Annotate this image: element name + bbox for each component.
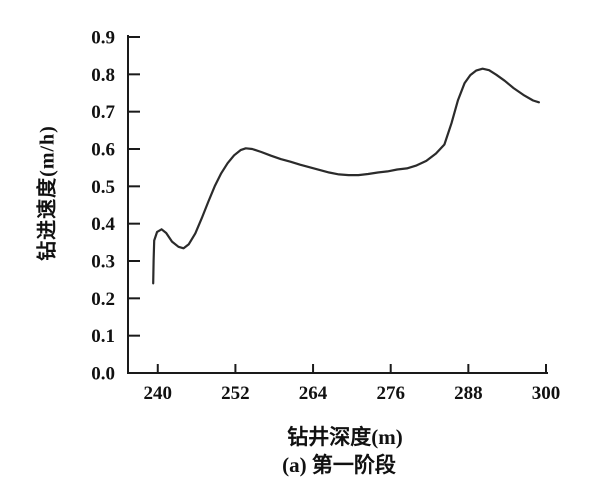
series-line: [152, 67, 541, 285]
y-tick-label: 0.3: [91, 252, 115, 273]
y-tick-label: 0.6: [91, 140, 115, 161]
y-tick-label: 0.1: [91, 326, 115, 347]
x-tick-label: 300: [532, 383, 561, 404]
x-axis-label: 钻井深度(m): [287, 425, 403, 449]
x-tick-label: 240: [144, 383, 173, 404]
y-axis-label: 钻进速度(m/h): [36, 125, 59, 261]
y-tick-label: 0.5: [91, 177, 115, 198]
y-tick-label: 0.0: [91, 364, 115, 385]
y-tick-label: 0.8: [91, 65, 115, 86]
x-tick-label: 276: [376, 383, 405, 404]
axes: [127, 35, 548, 374]
x-tick-label: 264: [299, 383, 328, 404]
y-tick-label: 0.2: [91, 289, 115, 310]
y-tick-label: 0.4: [91, 214, 115, 235]
x-tick-label: 288: [454, 383, 483, 404]
y-tick-label: 0.9: [91, 28, 115, 49]
figure-caption: (a) 第一阶段: [282, 453, 396, 477]
x-tick-label: 252: [221, 383, 250, 404]
y-tick-label: 0.7: [91, 102, 115, 123]
